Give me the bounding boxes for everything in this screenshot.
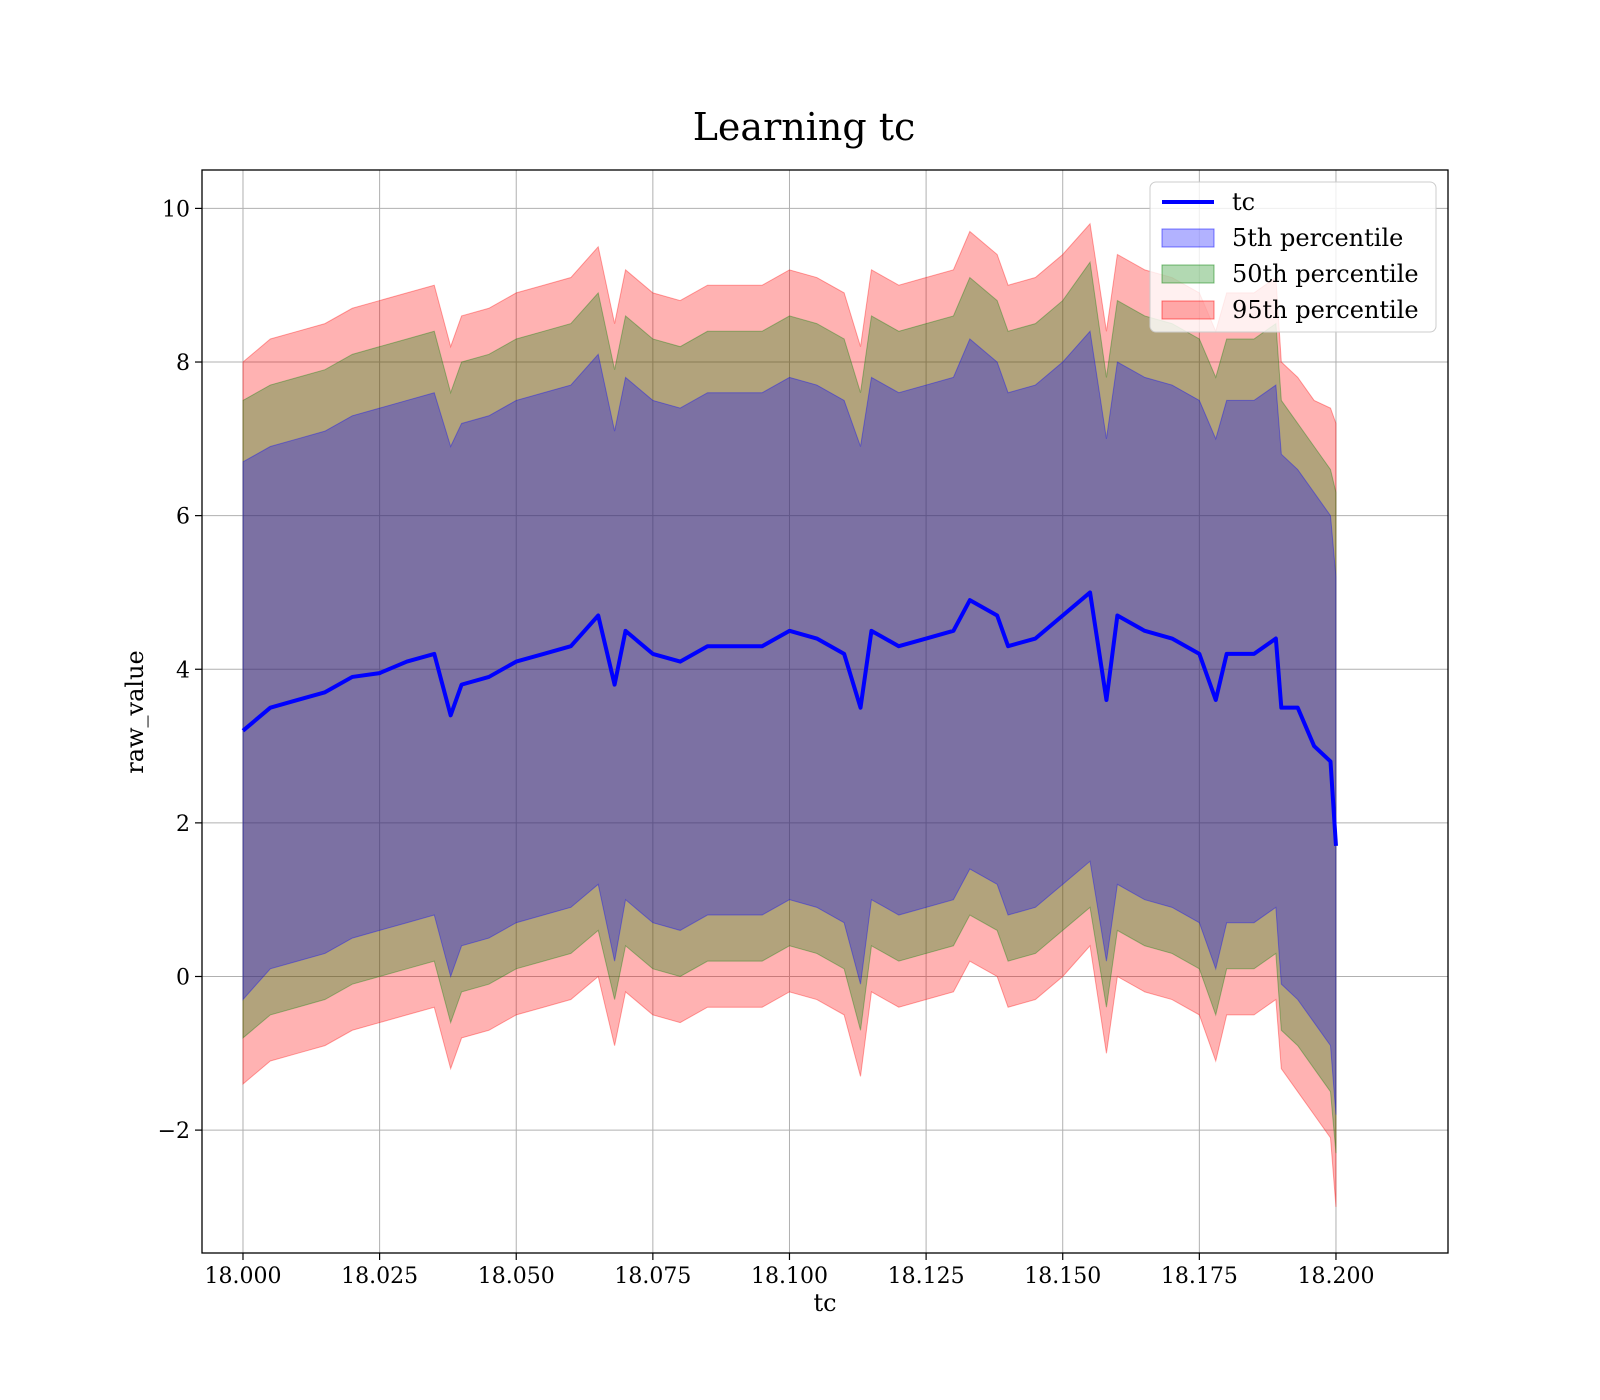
x-tick-label: 18.100 (751, 1264, 828, 1289)
legend-entry-95th-percentile: 95th percentile (1161, 296, 1419, 324)
y-tick-label: 6 (176, 505, 190, 530)
band-50th-percentile (242, 260, 1337, 1154)
band-5th-percentile (242, 330, 1337, 1115)
y-axis-label: raw_value (121, 650, 149, 774)
y-tick-label: 8 (176, 351, 190, 376)
legend-band-swatch (1161, 264, 1215, 284)
series-line-tc (241, 590, 1338, 847)
legend-entry-50th-percentile: 50th percentile (1161, 260, 1419, 288)
chart-title: Learning tc (693, 105, 916, 149)
x-axis-label: tc (813, 1289, 836, 1317)
x-axis-ticks: 18.000 18.025 18.050 18.075 18.100 18.125 18.1… (204, 1253, 1374, 1289)
x-tick-label: 18.200 (1297, 1264, 1374, 1289)
x-tick-label: 18.075 (614, 1264, 691, 1289)
series-lines (241, 590, 1338, 847)
plot-frame (201, 169, 1449, 1254)
legend-label: tc (1232, 188, 1255, 216)
y-tick-label: 4 (176, 658, 190, 683)
x-tick-label: 18.125 (888, 1264, 965, 1289)
x-tick-label: 18.150 (1024, 1264, 1101, 1289)
legend-entries: tc 5th percentile 50th percentile 95th perc… (1161, 188, 1419, 324)
legend-label: 50th percentile (1232, 260, 1419, 288)
legend-box (1149, 181, 1437, 333)
legend-entry-tc: tc (1162, 188, 1255, 216)
x-tick-label: 18.025 (341, 1264, 418, 1289)
y-tick-label: 10 (162, 197, 190, 222)
y-tick-label: 0 (176, 965, 190, 990)
legend-entry-5th-percentile: 5th percentile (1161, 224, 1403, 252)
percentile-bands (242, 222, 1337, 1207)
y-tick-label: 2 (176, 812, 190, 837)
legend-band-swatch (1161, 228, 1215, 248)
grid (202, 170, 1448, 1253)
legend-label: 95th percentile (1232, 296, 1419, 324)
x-tick-label: 18.050 (478, 1264, 555, 1289)
band-95th-percentile (242, 222, 1337, 1207)
y-tick-label: −2 (158, 1119, 190, 1144)
x-tick-label: 18.175 (1161, 1264, 1238, 1289)
x-tick-label: 18.000 (204, 1264, 281, 1289)
legend-label: 5th percentile (1232, 224, 1403, 252)
legend-band-swatch (1161, 300, 1215, 320)
legend: tc 5th percentile 50th percentile 95th perc… (1149, 181, 1437, 333)
y-axis-ticks: −2 0 2 4 6 8 10 (158, 197, 202, 1144)
